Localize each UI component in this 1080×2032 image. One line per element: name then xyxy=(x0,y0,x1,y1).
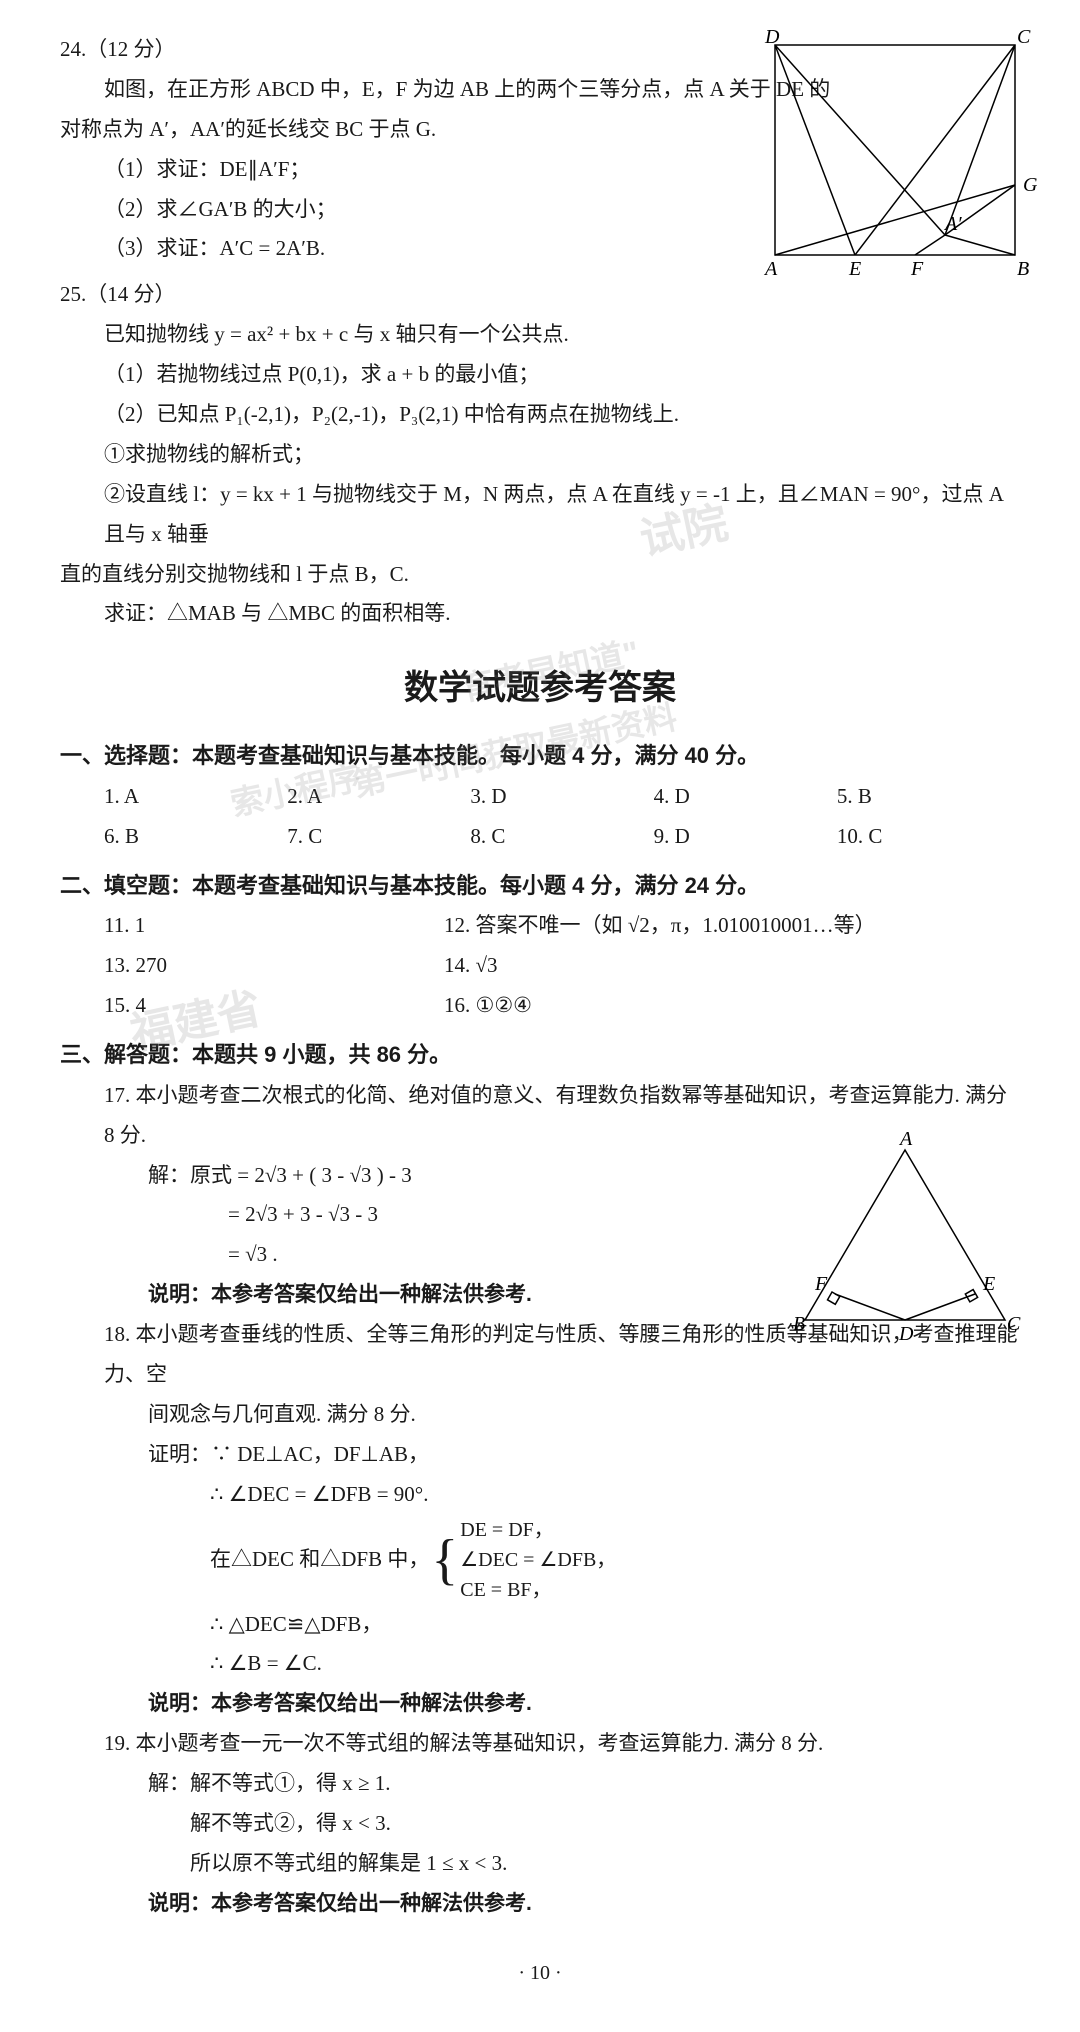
section-b-head: 二、填空题：本题考查基础知识与基本技能。每小题 4 分，满分 24 分。 xyxy=(60,865,1020,907)
problem-25-s2a: ②设直线 l：y = kx + 1 与抛物线交于 M，N 两点，点 A 在直线 … xyxy=(60,475,1020,555)
ans-1: 1. A xyxy=(104,777,287,817)
q18-p3b2: ∠DEC = ∠DFB， xyxy=(460,1545,616,1575)
ans-10: 10. C xyxy=(837,817,1020,857)
ans-15: 15. 4 xyxy=(104,986,444,1026)
ans-13: 13. 270 xyxy=(104,946,444,986)
ans-6: 6. B xyxy=(104,817,287,857)
ans-4: 4. D xyxy=(654,777,837,817)
problem-25: 25.（14 分） 已知抛物线 y = ax² + bx + c 与 x 轴只有… xyxy=(60,275,1020,634)
ans-8: 8. C xyxy=(470,817,653,857)
section-c-head: 三、解答题：本题共 9 小题，共 86 分。 xyxy=(60,1034,1020,1076)
label-F2: F xyxy=(814,1273,828,1295)
label-D2: D xyxy=(898,1323,914,1345)
label-D: D xyxy=(764,26,780,48)
q19-note: 说明：本参考答案仅给出一种解法供参考. xyxy=(60,1884,1020,1924)
label-B2: B xyxy=(793,1313,805,1335)
page-number: · 10 · xyxy=(60,1954,1020,1992)
q18-p5: ∴ ∠B = ∠C. xyxy=(60,1644,1020,1684)
ans-3: 3. D xyxy=(470,777,653,817)
q18-p3a: 在△DEC 和△DFB 中， xyxy=(210,1540,429,1580)
q18-line1b: 间观念与几何直观. 满分 8 分. xyxy=(60,1395,1020,1435)
label-C: C xyxy=(1017,26,1031,48)
q18-p3b3: CE = BF， xyxy=(460,1575,616,1605)
ans-12: 12. 答案不唯一（如 √2，π，1.010010001…等） xyxy=(444,906,876,946)
label-E2: E xyxy=(982,1273,995,1295)
answers-title: 数学试题参考答案 xyxy=(60,656,1020,721)
section-a-head: 一、选择题：本题考查基础知识与基本技能。每小题 4 分，满分 40 分。 xyxy=(60,735,1020,777)
problem-25-line1: 已知抛物线 y = ax² + bx + c 与 x 轴只有一个公共点. xyxy=(60,315,1020,355)
q18-note: 说明：本参考答案仅给出一种解法供参考. xyxy=(60,1684,1020,1724)
label-A2: A xyxy=(898,1130,913,1150)
q18-p3b1: DE = DF， xyxy=(460,1515,616,1545)
q18-p1: 证明：∵ DE⊥AC，DF⊥AB， xyxy=(60,1435,1020,1475)
ans-5: 5. B xyxy=(837,777,1020,817)
problem-25-num: 25. xyxy=(60,282,86,306)
ans-16: 16. ①②④ xyxy=(444,986,532,1026)
problem-25-pts: （14 分） xyxy=(86,282,175,306)
problem-25-s1: ①求抛物线的解析式； xyxy=(60,435,1020,475)
problem-25-s2b: 直的直线分别交抛物线和 l 于点 B，C. xyxy=(60,555,1020,595)
label-C2: C xyxy=(1007,1313,1021,1335)
ans-7: 7. C xyxy=(287,817,470,857)
answers-row-1: 1. A 2. A 3. D 4. D 5. B xyxy=(60,777,1020,817)
q18-p4: ∴ △DEC≌△DFB， xyxy=(60,1605,1020,1645)
ans-14: 14. √3 xyxy=(444,946,498,986)
q19-s3: 所以原不等式组的解集是 1 ≤ x < 3. xyxy=(60,1844,1020,1884)
q19-line1: 19. 本小题考查一元一次不等式组的解法等基础知识，考查运算能力. 满分 8 分… xyxy=(60,1724,1020,1764)
problem-25-q1: （1）若抛物线过点 P(0,1)，求 a + b 的最小值； xyxy=(60,355,1020,395)
problem-25-q2: （2）已知点 P₁(-2,1)，P₂(2,-1)，P₃(2,1) 中恰有两点在抛… xyxy=(60,395,1020,435)
ans-2: 2. A xyxy=(287,777,470,817)
label-G: G xyxy=(1023,174,1038,196)
label-F: F xyxy=(910,258,924,280)
problem-24-num: 24. xyxy=(60,37,86,61)
q19-s1: 解：解不等式①，得 x ≥ 1. xyxy=(60,1764,1020,1804)
label-A: A xyxy=(763,258,778,280)
q19-s2: 解不等式②，得 x < 3. xyxy=(60,1804,1020,1844)
answers-row-2: 6. B 7. C 8. C 9. D 10. C xyxy=(60,817,1020,857)
figure-triangle-abc: A B C D E F xyxy=(785,1130,1025,1364)
figure-square-abcd: D C G A′ A E F B xyxy=(745,25,1045,299)
label-E: E xyxy=(848,258,861,280)
q18-p2: ∴ ∠DEC = ∠DFB = 90°. xyxy=(60,1475,1020,1515)
left-brace-icon: { xyxy=(431,1532,458,1588)
label-B: B xyxy=(1017,258,1029,280)
ans-11: 11. 1 xyxy=(104,906,444,946)
ans-9: 9. D xyxy=(654,817,837,857)
label-Aprime: A′ xyxy=(943,213,962,235)
problem-25-s3: 求证：△MAB 与 △MBC 的面积相等. xyxy=(60,594,1020,634)
problem-24-pts: （12 分） xyxy=(86,37,175,61)
